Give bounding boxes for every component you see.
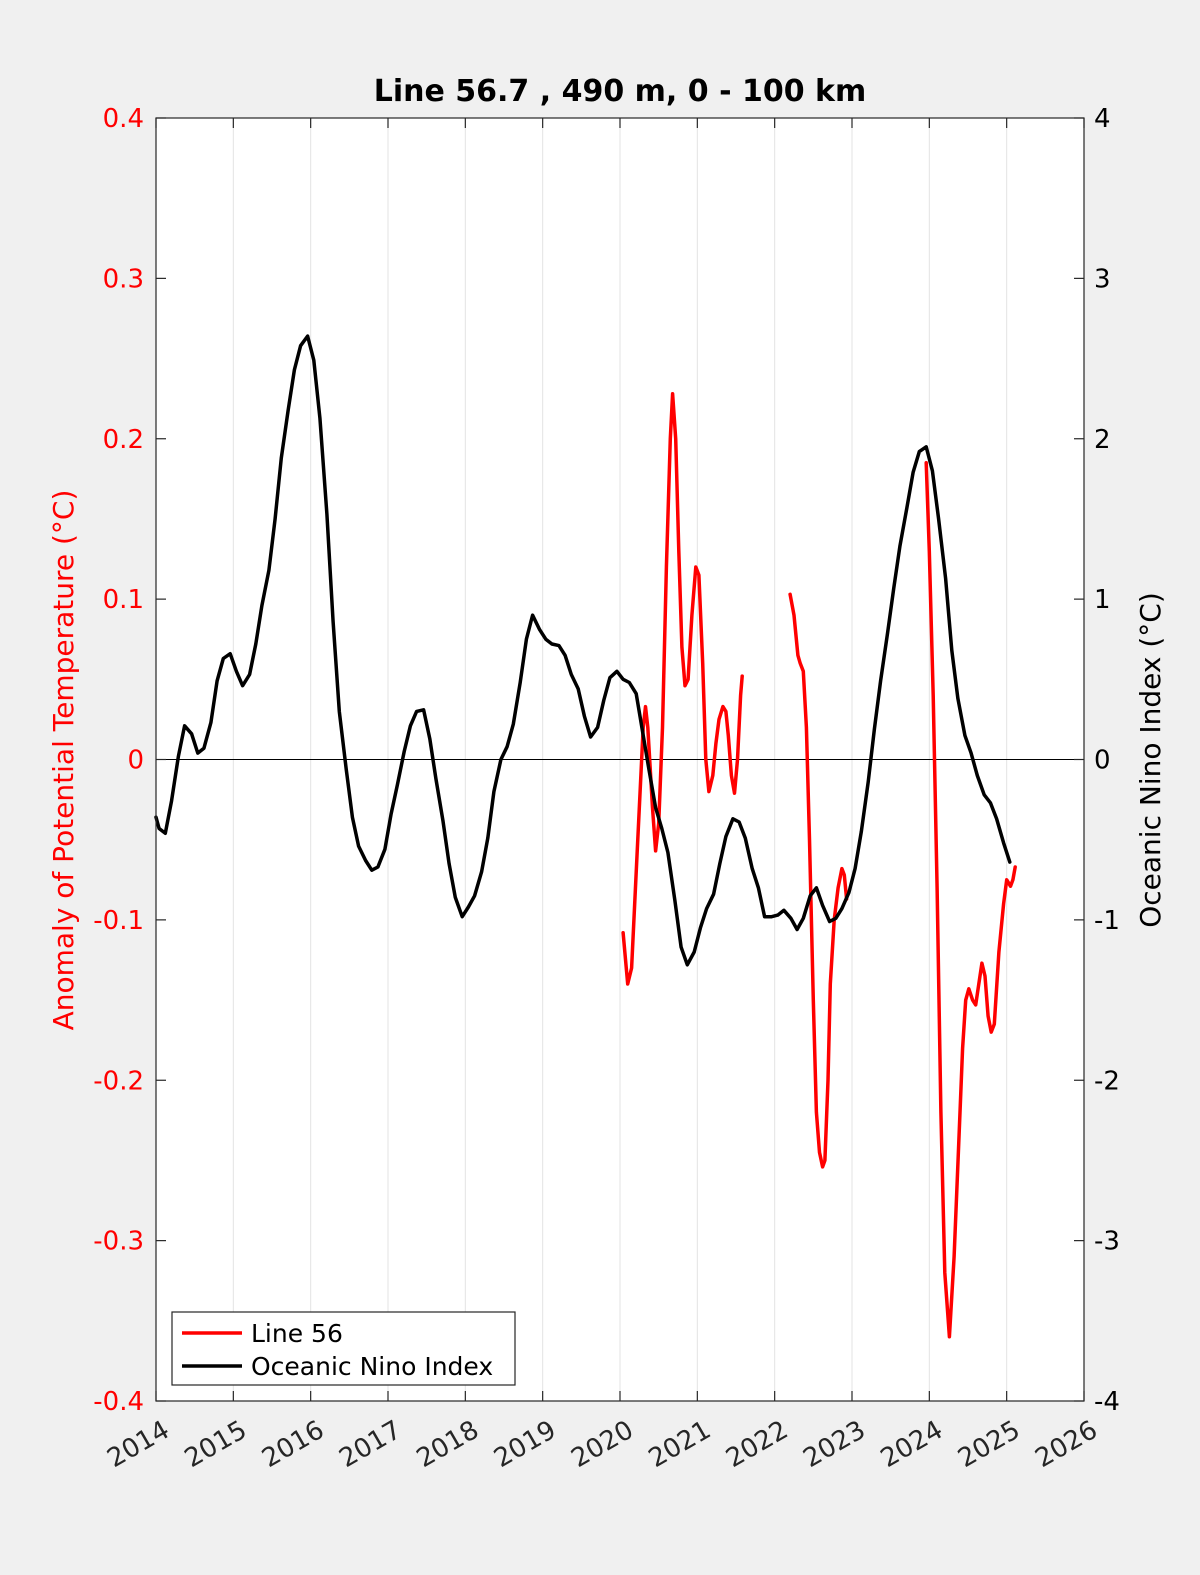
series-line-line-56 [924,461,1017,1339]
legend-box [171,1311,516,1386]
y-right-tick-label: -1 [1094,906,1120,936]
y-left-tick-label: -0.1 [93,906,144,936]
y-right-tick-label: -2 [1094,1066,1120,1096]
series-line-line-56 [788,592,849,1169]
legend-label-line-56: Line 56 [251,1319,343,1348]
y-left-tick-label: -0.4 [93,1387,144,1417]
y-left-tick-label: -0.2 [93,1066,144,1096]
chart-title: Line 56.7 , 490 m, 0 - 100 km [374,74,867,109]
y-right-tick-label: 4 [1094,104,1111,134]
y-left-axis-label: Anomaly of Potential Temperature (°C) [47,490,80,1031]
y-left-tick-label: 0.2 [103,425,144,455]
legend: Line 56 Oceanic Nino Index [171,1311,516,1386]
y-left-tick-label: 0.4 [103,104,144,134]
legend-label-oceanic-nino-index: Oceanic Nino Index [251,1352,493,1381]
y-right-tick-label: -3 [1094,1227,1120,1257]
y-right-tick-label: 3 [1094,264,1111,294]
series-line-oceanic-nino-index [154,334,1012,967]
y-right-tick-label: 0 [1094,746,1111,776]
grid-lines [156,118,1084,1401]
y-left-tick-label: 0.1 [103,585,144,615]
y-left-tick-label: 0.3 [103,264,144,294]
y-right-tick-label: -4 [1094,1387,1120,1417]
y-right-tick-label: 1 [1094,585,1111,615]
series-line-line-56 [621,392,744,986]
y-left-tick-label: -0.3 [93,1227,144,1257]
y-left-tick-label: 0 [127,746,144,776]
series-layer [154,334,1017,1339]
y-right-axis-label: Oceanic Nino Index (°C) [1134,592,1167,928]
y-right-tick-label: 2 [1094,425,1111,455]
